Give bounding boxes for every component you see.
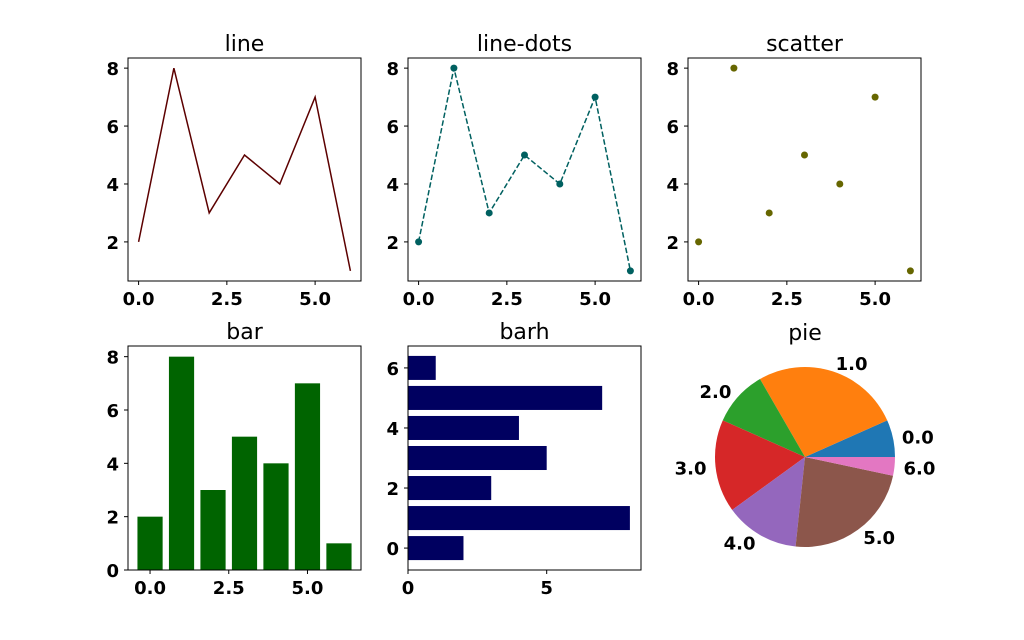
data-point	[485, 209, 493, 217]
subplot-title: line-dots	[477, 32, 572, 57]
bar	[408, 445, 547, 471]
pie-label: 0.0	[902, 427, 934, 448]
pie-label: 1.0	[836, 354, 868, 375]
subplot-bar: bar 0.0 2.5 5.0 0 2 4 6 8	[106, 320, 362, 599]
subplot-line-dots: line-dots 0.0 2.5 5.0 2 4 6 8	[386, 32, 642, 310]
pie-label: 6.0	[903, 458, 935, 479]
x-tick-label: 2.5	[491, 289, 523, 310]
data-point	[556, 180, 564, 188]
y-tick-label: 4	[106, 175, 119, 196]
bar	[408, 536, 464, 561]
x-tick-label: 5	[540, 578, 553, 599]
subplot-title: line	[225, 32, 265, 57]
y-tick-label: 2	[666, 233, 679, 254]
y-tick-label: 0	[106, 561, 119, 582]
pie-slice	[722, 379, 805, 457]
y-tick-label: 6	[386, 359, 399, 380]
pie-slice	[795, 457, 894, 547]
y-tick-label: 6	[666, 117, 679, 138]
x-tick-label: 2.5	[213, 578, 245, 599]
pie-label: 4.0	[724, 534, 756, 555]
data-point	[626, 267, 634, 275]
bar	[294, 383, 321, 570]
x-tick-label: 0.0	[123, 289, 155, 310]
x-tick-label: 0.0	[403, 289, 435, 310]
data-point	[801, 151, 808, 159]
y-tick-label: 6	[106, 401, 119, 422]
x-tick-label: 0	[402, 578, 415, 599]
bar	[231, 436, 258, 570]
pie-slice	[760, 366, 888, 457]
x-tick-label: 0.0	[683, 289, 715, 310]
y-tick-label: 8	[106, 59, 119, 80]
data-point	[521, 151, 528, 159]
subplot-pie: pie 0.0 1.0 2.0 3.0 4.0 5.0 6.0	[675, 321, 936, 555]
pie-label: 5.0	[863, 528, 895, 549]
subplot-barh: barh 0 5 0 2 4 6	[386, 320, 642, 599]
bar	[137, 516, 163, 570]
y-tick-label: 0	[386, 539, 399, 560]
y-tick-label: 6	[386, 117, 399, 138]
y-tick-label: 2	[386, 479, 399, 500]
bar	[408, 506, 630, 531]
bar	[326, 543, 352, 570]
pie-label: 2.0	[700, 382, 732, 403]
subplot-line: line 0.0 2.5 5.0 2 4 6 8	[106, 32, 362, 310]
y-tick-label: 8	[386, 59, 399, 80]
bar	[408, 355, 436, 380]
data-point	[765, 209, 773, 217]
data-point	[871, 93, 879, 101]
x-tick-label: 0.0	[134, 578, 166, 599]
subplot-title: barh	[499, 320, 549, 345]
y-tick-label: 4	[386, 419, 399, 440]
x-tick-label: 5.0	[579, 289, 611, 310]
subplot-scatter: scatter 0.0 2.5 5.0 2 4 6 8	[666, 32, 922, 310]
y-tick-label: 4	[386, 175, 399, 196]
bar	[263, 463, 289, 570]
y-tick-label: 4	[666, 175, 679, 196]
y-tick-label: 6	[106, 117, 119, 138]
data-point	[450, 64, 458, 72]
series-line	[137, 67, 352, 272]
pie-slice	[805, 420, 895, 457]
subplot-title: scatter	[766, 32, 844, 57]
bar	[408, 415, 519, 440]
data-point	[695, 238, 703, 246]
y-tick-label: 8	[666, 59, 679, 80]
pie-label: 3.0	[675, 458, 707, 479]
bar	[200, 490, 226, 570]
y-tick-label: 2	[106, 508, 119, 529]
x-tick-label: 2.5	[211, 289, 243, 310]
y-tick-label: 2	[386, 233, 399, 254]
pie-slice	[732, 457, 805, 547]
axes-frame	[407, 345, 642, 571]
bar	[408, 385, 603, 410]
axes-frame	[127, 345, 362, 571]
series-line	[417, 67, 632, 272]
bar	[168, 356, 195, 570]
subplot-title: bar	[226, 320, 263, 345]
axes-frame	[407, 57, 642, 282]
axes-frame	[687, 57, 922, 282]
x-tick-label: 5.0	[859, 289, 891, 310]
x-tick-label: 2.5	[771, 289, 803, 310]
pie-slice	[805, 457, 895, 476]
data-point	[730, 64, 738, 72]
x-tick-label: 5.0	[299, 289, 331, 310]
pie-slice	[715, 420, 805, 510]
data-point	[906, 267, 914, 275]
y-tick-label: 2	[106, 233, 119, 254]
data-point	[415, 238, 423, 246]
data-point	[591, 93, 599, 101]
y-tick-label: 4	[106, 454, 119, 475]
subplot-title: pie	[788, 321, 822, 346]
bar	[408, 476, 492, 501]
x-tick-label: 5.0	[292, 578, 324, 599]
axes-frame	[127, 57, 362, 282]
data-point	[836, 180, 844, 188]
y-tick-label: 8	[106, 348, 119, 369]
